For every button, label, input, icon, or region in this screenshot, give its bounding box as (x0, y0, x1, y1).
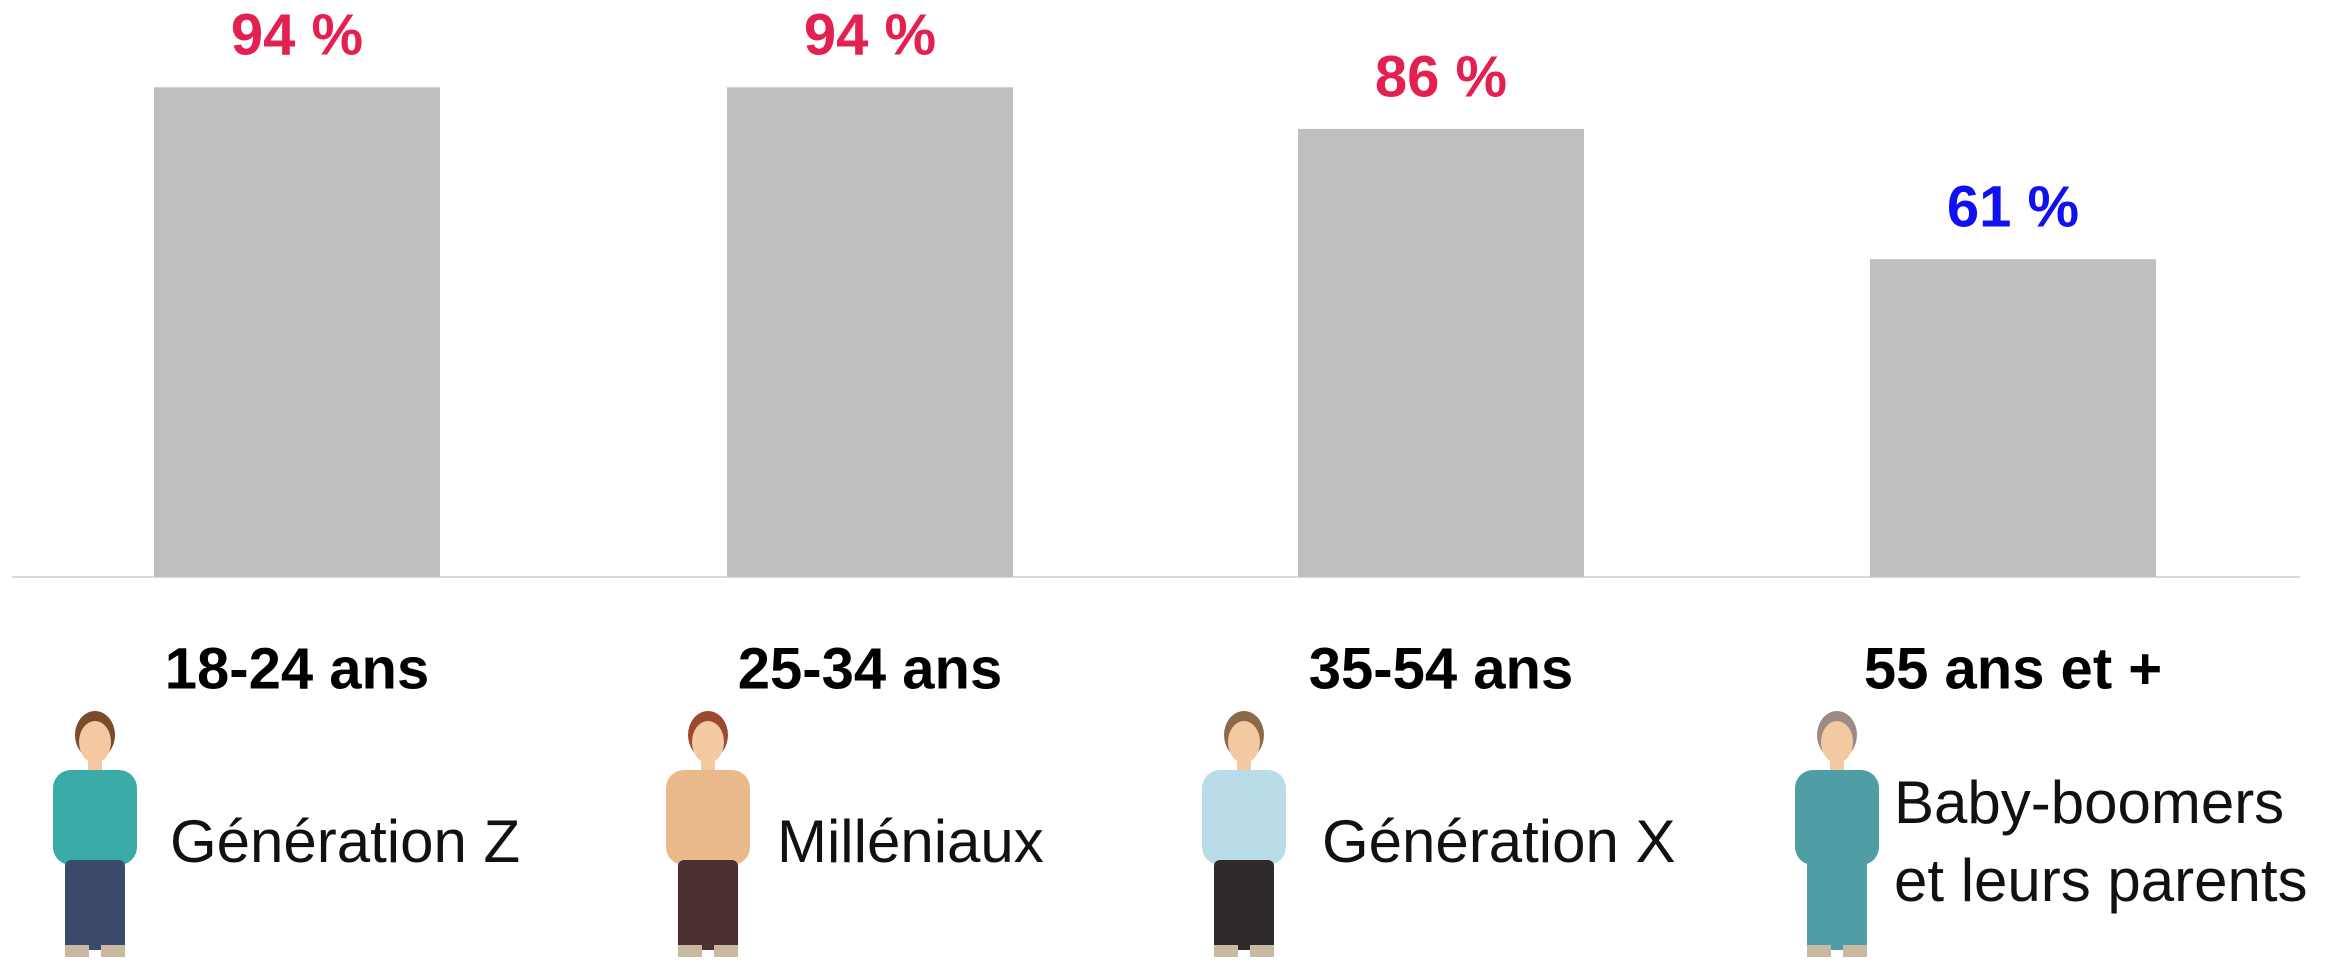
bar (1298, 128, 1584, 577)
category-label: 35-54 ans (1309, 636, 1573, 701)
bar (1870, 259, 2156, 577)
icon-shoe-left (678, 945, 702, 957)
icon-body (666, 770, 750, 865)
icon-shoe-left (1214, 945, 1238, 957)
icon-body (1202, 770, 1286, 865)
icon-shoe-right (101, 945, 125, 957)
icon-shoe-left (1807, 945, 1831, 957)
icon-neck (1830, 760, 1844, 772)
icon-shoe-right (1250, 945, 1274, 957)
bar (727, 87, 1013, 577)
icon-neck (1237, 760, 1251, 772)
icon-head (79, 721, 111, 763)
icon-legs (65, 860, 125, 950)
bar (154, 87, 440, 577)
generation-label: Génération Z (170, 808, 520, 875)
icon-body (1795, 770, 1879, 865)
person-icon (53, 711, 137, 957)
icon-body (53, 770, 137, 865)
value-label: 94 % (804, 3, 936, 68)
icon-head (692, 721, 724, 763)
icon-legs (678, 860, 738, 950)
icon-legs (1807, 860, 1867, 950)
value-label: 86 % (1375, 44, 1507, 109)
icon-legs (1214, 860, 1274, 950)
icon-shoe-left (65, 945, 89, 957)
category-label: 55 ans et + (1864, 636, 2162, 701)
category-label: 18-24 ans (165, 636, 429, 701)
value-label: 61 % (1947, 175, 2079, 240)
icon-shoe-right (1843, 945, 1867, 957)
person-icon (666, 711, 750, 957)
generation-label: Génération X (1322, 808, 1676, 875)
icon-head (1228, 721, 1260, 763)
category-label: 25-34 ans (738, 636, 1002, 701)
person-icon (1795, 711, 1879, 957)
icon-shoe-right (714, 945, 738, 957)
generation-label: Milléniaux (777, 808, 1044, 875)
generation-label: et leurs parents (1894, 847, 2308, 914)
icon-head (1821, 721, 1853, 763)
generation-label: Baby-boomers (1894, 769, 2284, 836)
icon-neck (88, 760, 102, 772)
person-icon (1202, 711, 1286, 957)
icon-neck (701, 760, 715, 772)
value-label: 94 % (231, 3, 363, 68)
